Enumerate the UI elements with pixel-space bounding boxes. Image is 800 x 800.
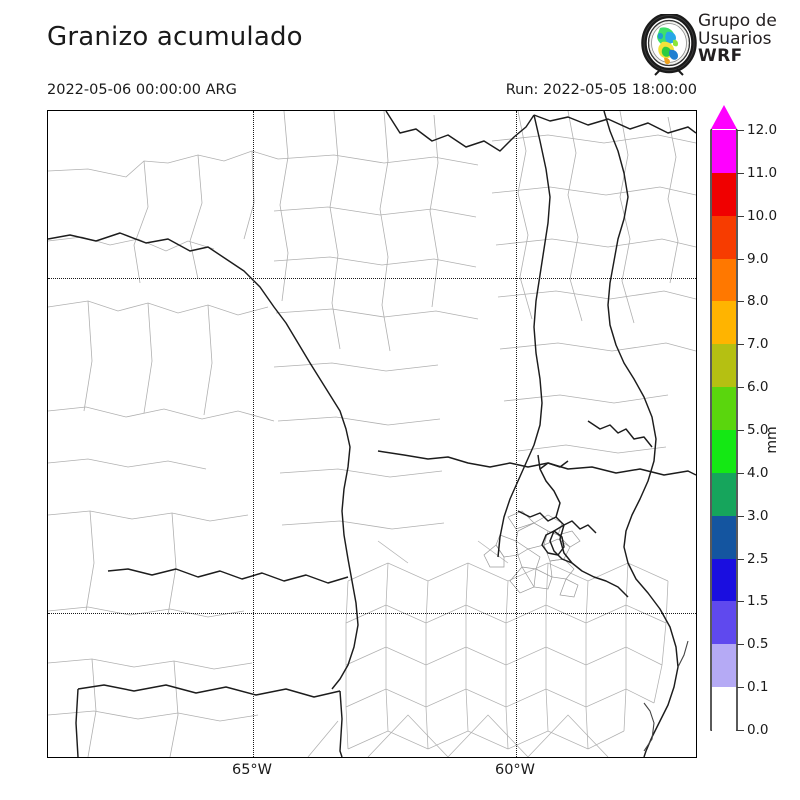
page-title: Granizo acumulado: [47, 22, 303, 52]
colorbar-band: [711, 601, 737, 645]
map-vector-layer: [48, 111, 696, 757]
colorbar-tick-label: 0.5: [747, 636, 769, 653]
colorbar-tick-label: 3.0: [747, 507, 769, 524]
colorbar-tick: [737, 258, 744, 260]
colorbar-tick-label: 8.0: [747, 293, 769, 310]
colorbar-band: [711, 387, 737, 430]
colorbar-tick-label: 2.5: [747, 550, 769, 567]
colorbar-tick: [737, 301, 744, 303]
colorbar-tick-label: 5.0: [747, 422, 769, 438]
gridline-lat-35s: [48, 613, 696, 614]
colorbar-tick: [737, 472, 744, 474]
colorbar-band: [711, 301, 737, 345]
colorbar-tick-label: 4.0: [747, 464, 769, 481]
colorbar-tick: [737, 130, 744, 131]
wrf-user-group-logo: Grupo de Usuarios WRF: [640, 11, 798, 76]
map-plot-area[interactable]: [47, 110, 697, 758]
colorbar-tick: [737, 344, 744, 346]
colorbar-band: [711, 430, 737, 473]
lon-tick-label-65w: 65°W: [231, 762, 273, 778]
province-boundaries: [48, 111, 696, 757]
colorbar-tick: [737, 644, 744, 646]
colorbar-band: [711, 558, 737, 602]
colorbar-band: [711, 215, 737, 259]
colorbar-band: [711, 344, 737, 388]
colorbar-tick: [737, 601, 744, 603]
lon-tick-label-60w: 60°W: [494, 762, 536, 778]
department-boundaries: [48, 111, 696, 757]
colorbar-tick: [737, 730, 744, 731]
colorbar-tick: [737, 430, 744, 431]
colorbar-tick: [737, 687, 744, 689]
colorbar-tick-label: 6.0: [747, 379, 769, 396]
logo-text: Grupo de Usuarios WRF: [698, 11, 777, 67]
colorbar-tick-label: 11.0: [747, 164, 778, 181]
gridline-lat-30s: [48, 278, 696, 279]
colorbar-band: [711, 130, 737, 173]
colorbar-tick-label: 9.0: [747, 250, 769, 267]
colorbar-band: [711, 644, 737, 688]
coastline: [643, 640, 689, 752]
gridline-lon-65w: [253, 111, 254, 757]
colorbar-tick: [737, 558, 744, 560]
colorbar-bands: [711, 130, 737, 730]
colorbar-band: [711, 258, 737, 302]
colorbar-tick-label: 0.1: [747, 679, 769, 696]
colorbar-max-extend-arrow: [711, 105, 737, 129]
logo-line-3: WRF: [698, 46, 743, 67]
run-time-label: Run: 2022-05-05 18:00:00: [505, 82, 697, 98]
colorbar-tick-label: 7.0: [747, 336, 769, 353]
wrf-globe-emblem-icon: [640, 12, 698, 76]
colorbar-band: [711, 515, 737, 559]
logo-line-1: Grupo de: [698, 11, 777, 31]
colorbar-band: [711, 472, 737, 516]
colorbar-tick-label: 12.0: [747, 122, 778, 138]
colorbar-tick-label: 0.0: [747, 722, 769, 738]
colorbar-tick-label: 10.0: [747, 207, 778, 224]
gridline-lon-60w: [516, 111, 517, 757]
colorbar-unit-label: mm: [764, 426, 780, 454]
colorbar-band: [711, 687, 737, 730]
colorbar-tick: [737, 215, 744, 217]
valid-time-label: 2022-05-06 00:00:00 ARG: [47, 82, 237, 98]
logo-line-2: Usuarios: [698, 28, 772, 49]
colorbar-tick: [737, 387, 744, 389]
colorbar-tick-label: 1.5: [747, 593, 769, 610]
colorbar-band: [711, 172, 737, 216]
colorbar-tick: [737, 515, 744, 517]
colorbar[interactable]: 0.0 0.1 0.5 1.5 2.5 3.0 4.0 5.0 6.0 7.0 8.0 9.0 10.0…: [700, 105, 800, 770]
colorbar-tick: [737, 172, 744, 174]
